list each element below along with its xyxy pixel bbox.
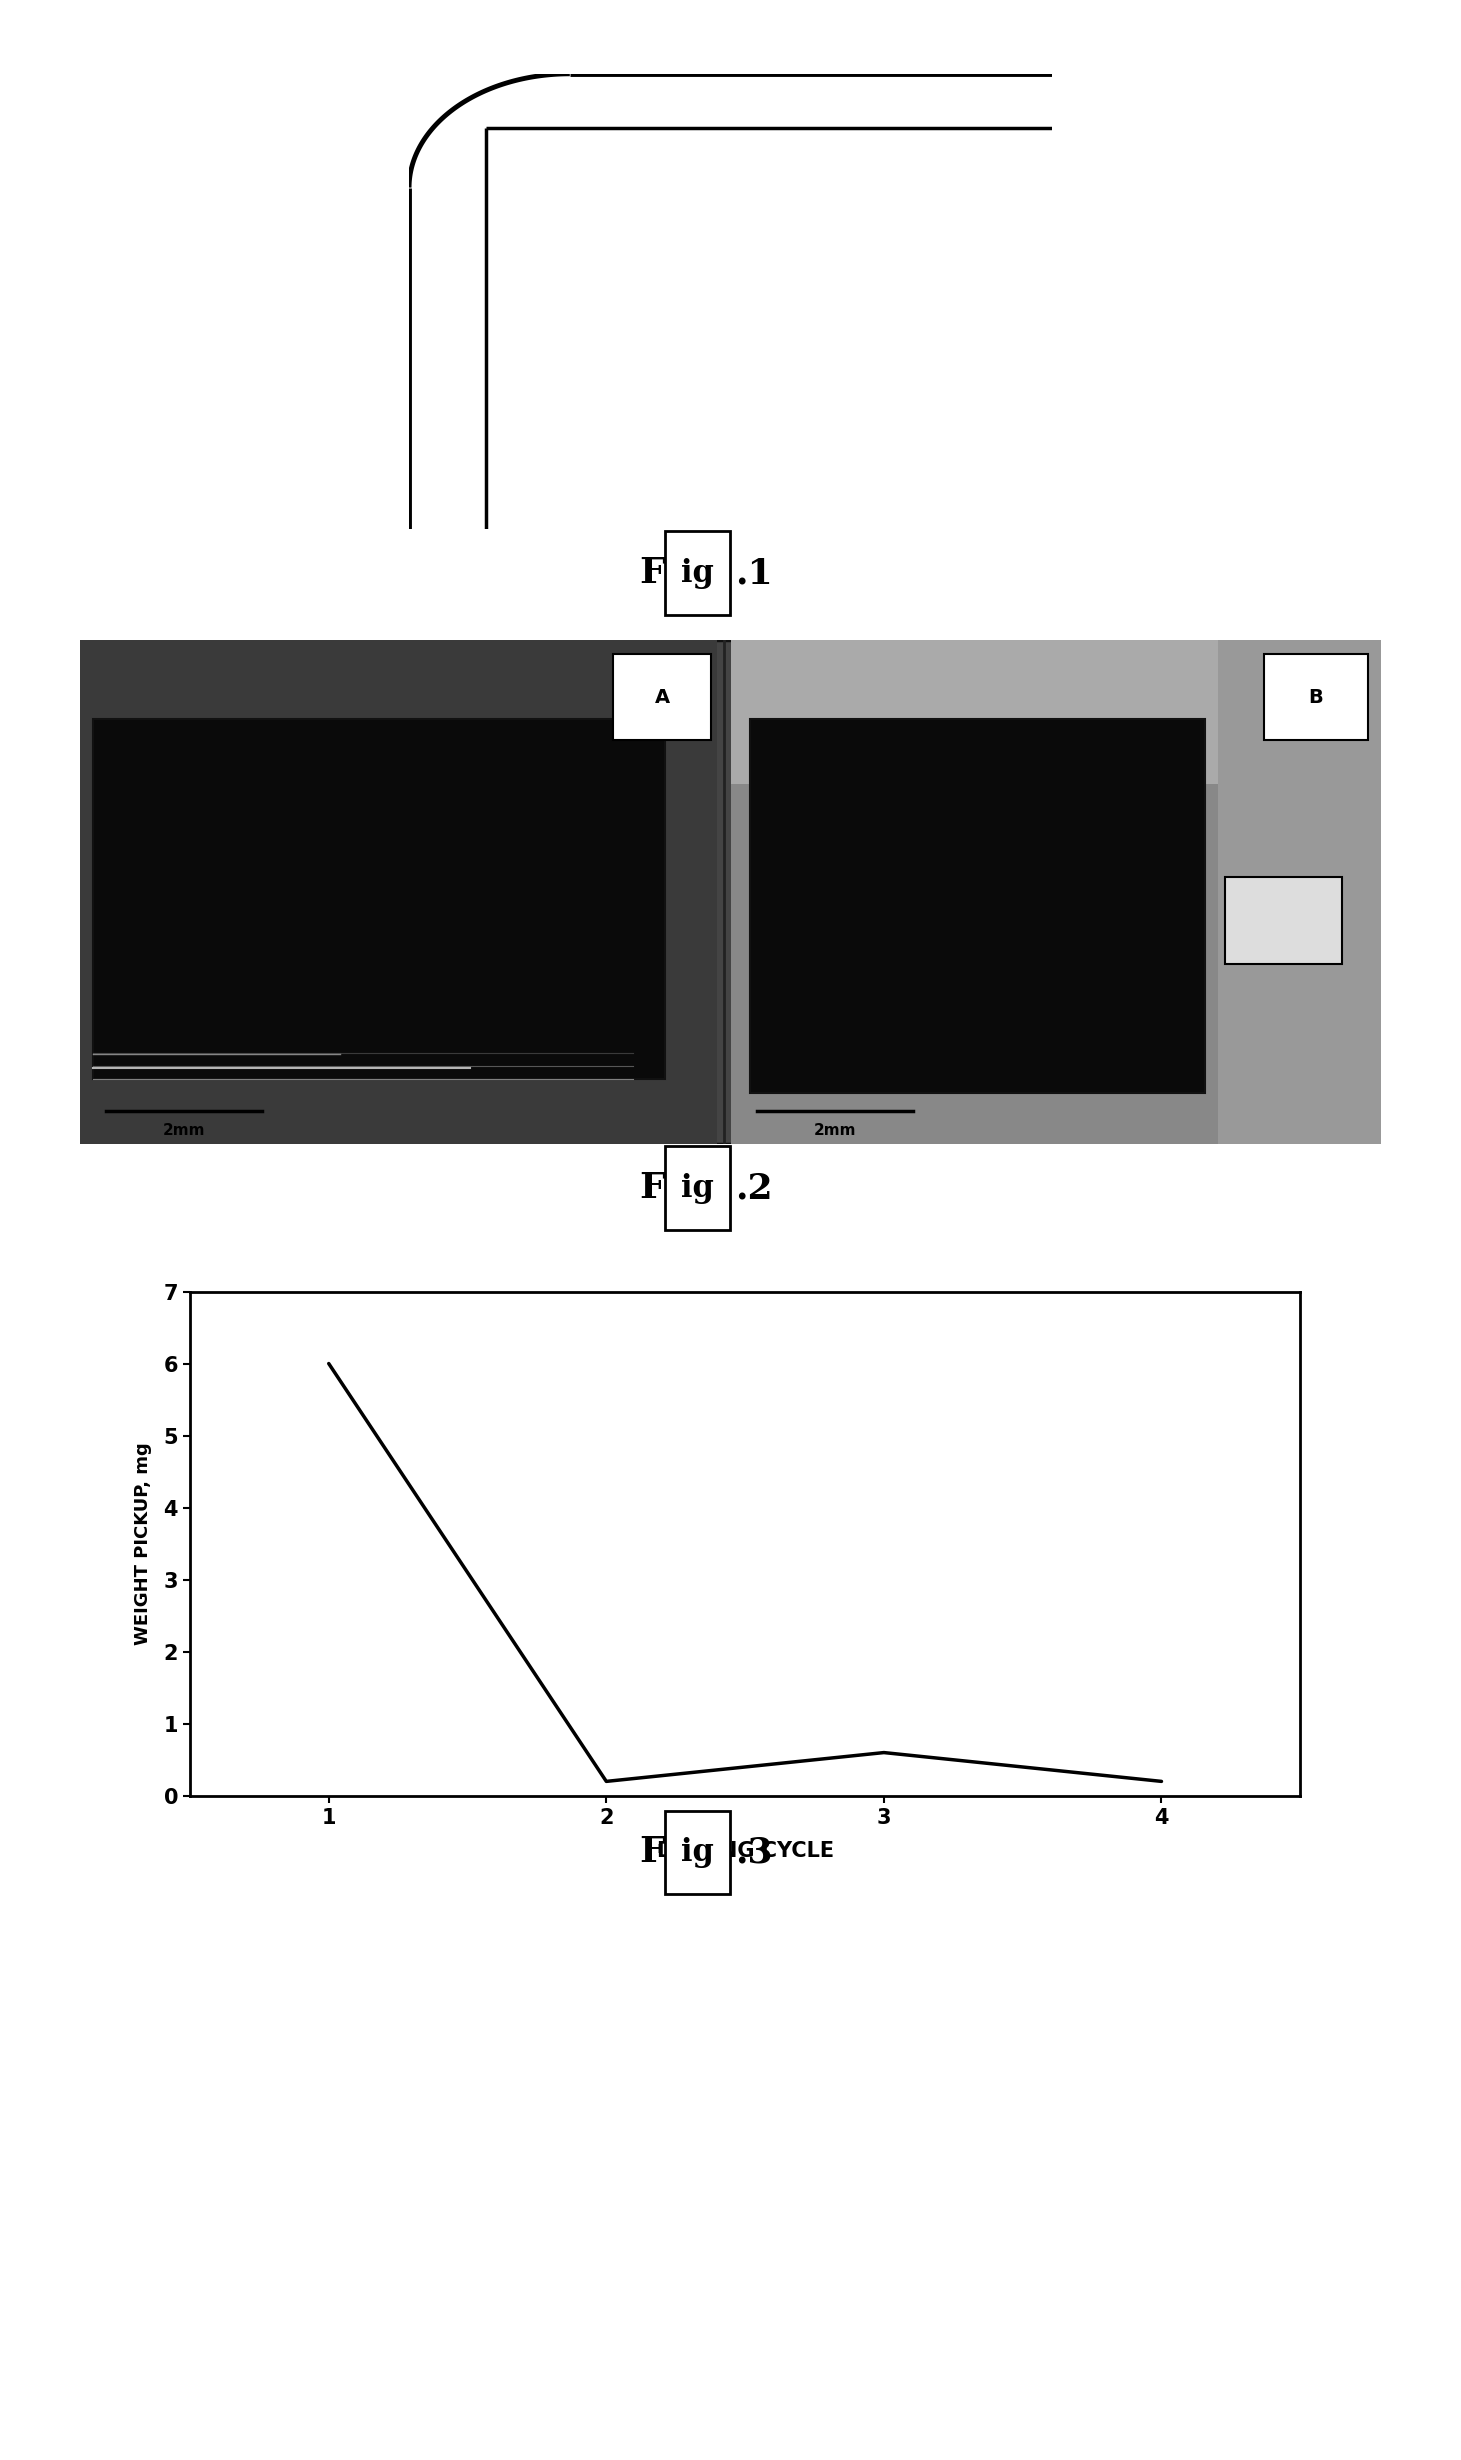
Text: B: B	[1308, 689, 1324, 706]
Bar	[665, 1146, 730, 1230]
Bar	[730, 640, 1381, 1144]
Text: ig: ig	[681, 1838, 714, 1867]
Y-axis label: WEIGHT PICKUP, mg: WEIGHT PICKUP, mg	[134, 1442, 152, 1646]
Text: .2: .2	[735, 1171, 773, 1205]
Text: F: F	[638, 556, 665, 590]
Bar	[749, 718, 1205, 1092]
Bar	[94, 718, 666, 1080]
Text: .1: .1	[735, 556, 773, 590]
Bar	[80, 640, 717, 1144]
Bar	[1218, 640, 1381, 1144]
Text: 2mm: 2mm	[814, 1124, 856, 1139]
Bar	[614, 654, 712, 740]
Bar	[1224, 878, 1341, 964]
Bar	[1264, 654, 1367, 740]
Text: .3: .3	[735, 1835, 773, 1870]
Text: A: A	[655, 689, 669, 706]
Bar	[730, 640, 1381, 785]
Bar	[665, 531, 730, 615]
Text: F: F	[638, 1835, 665, 1870]
Text: F: F	[638, 1171, 665, 1205]
X-axis label: DIPPING CYCLE: DIPPING CYCLE	[656, 1843, 834, 1862]
Text: ig: ig	[681, 558, 714, 588]
Bar	[665, 1811, 730, 1894]
Text: ig: ig	[681, 1173, 714, 1203]
Text: 2mm: 2mm	[164, 1124, 206, 1139]
